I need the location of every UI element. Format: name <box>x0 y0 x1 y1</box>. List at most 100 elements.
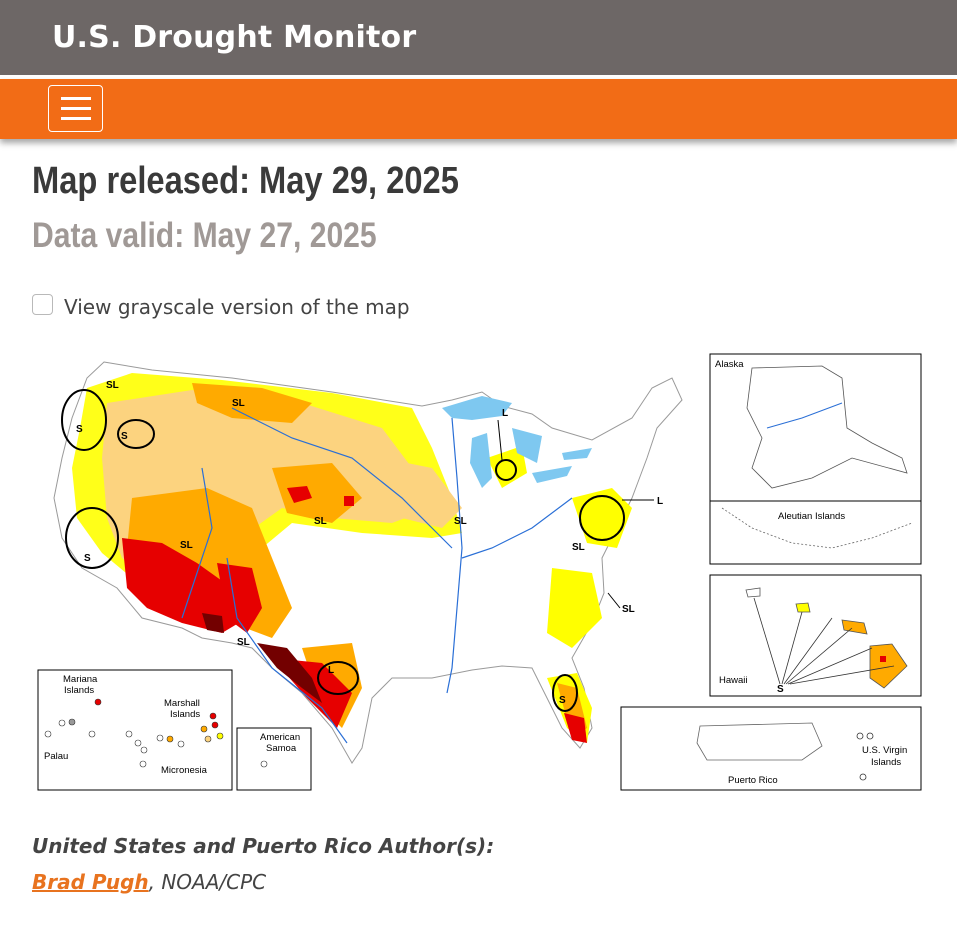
puerto-rico-outline <box>696 722 823 761</box>
impact-outline-oregon <box>117 419 155 449</box>
samoa-label: American <box>260 732 300 743</box>
d1-region-plains <box>382 458 462 528</box>
hawaii-leader <box>785 627 853 685</box>
impact-label: S <box>121 431 128 442</box>
rio-grande <box>226 557 348 744</box>
drought-map-graphic: SL SL S S SL SL SL S SL L L L SL SL S Al… <box>37 353 922 791</box>
d4-region-arizona <box>202 613 224 633</box>
impact-outline-michigan <box>495 459 517 481</box>
d3-region-wyoming <box>287 486 312 503</box>
mariana-label: Mariana <box>63 674 98 685</box>
hamburger-menu-icon-bar <box>61 117 91 120</box>
lake-ontario <box>562 448 592 460</box>
impact-label: L <box>328 665 334 676</box>
author-affiliation: , NOAA/CPC <box>148 870 267 894</box>
virgin-island-dot <box>859 773 867 781</box>
hawaii-leader <box>789 665 895 685</box>
impact-label: L <box>657 496 663 507</box>
drought-map[interactable]: SL SL S S SL SL SL S SL L L L SL SL S Al… <box>32 348 927 796</box>
impact-label: SL <box>622 604 635 615</box>
d3-region-southwest <box>122 538 247 633</box>
island-dot <box>156 734 164 742</box>
island-dot <box>209 712 217 720</box>
lake-superior <box>442 396 512 420</box>
samoa-label-2: Samoa <box>266 743 297 754</box>
island-dot <box>200 725 208 733</box>
island-dot <box>166 735 174 743</box>
impact-outline-florida <box>552 674 578 712</box>
alaska-label: Alaska <box>715 359 744 370</box>
impact-label: SL <box>572 542 585 553</box>
samoa-inset-frame <box>236 727 312 791</box>
d2-region-montana <box>192 383 312 423</box>
impact-label: SL <box>314 516 327 527</box>
island-dot <box>68 718 76 726</box>
virgin-islands-label: U.S. Virgin <box>862 745 907 756</box>
d3-region-nebraska <box>344 496 354 506</box>
mariana-label-2: Islands <box>64 685 94 696</box>
d0-region-southeast <box>547 568 602 648</box>
menu-toggle-button[interactable] <box>48 85 103 132</box>
impact-label: SL <box>106 380 119 391</box>
hawaii-leader <box>783 617 833 685</box>
virgin-islands-label-2: Islands <box>871 757 901 768</box>
alaska-inset-frame <box>709 353 922 565</box>
island-dot <box>216 732 224 740</box>
hawaii-d3 <box>880 656 886 662</box>
navbar <box>0 79 957 139</box>
hawaii-island-big <box>869 643 908 689</box>
impact-label: SL <box>237 637 250 648</box>
pacific-islands-inset-frame <box>37 669 233 791</box>
impact-label: L <box>502 408 508 419</box>
virgin-island-dot <box>856 732 864 740</box>
impact-label: SL <box>180 540 193 551</box>
author-link[interactable]: Brad Pugh <box>32 870 149 894</box>
marshall-label-2: Islands <box>170 709 200 720</box>
mississippi-river <box>446 417 463 694</box>
samoa-dot <box>260 760 268 768</box>
hamburger-menu-icon-bar <box>61 107 91 110</box>
lake-erie <box>532 466 572 483</box>
impact-label: S <box>777 684 784 695</box>
label-leader-line <box>497 419 503 461</box>
missouri-river <box>231 407 453 549</box>
site-header: U.S. Drought Monitor <box>0 0 957 75</box>
aleutian-label: Aleutian Islands <box>778 511 845 522</box>
header-divider <box>0 75 957 79</box>
hawaii-island-oahu <box>795 602 811 613</box>
impact-outline-texas <box>317 661 359 695</box>
map-released-date: Map released: May 29, 2025 <box>32 160 459 202</box>
data-valid-date: Data valid: May 27, 2025 <box>32 216 377 255</box>
island-dot <box>139 760 147 768</box>
impact-label: S <box>84 553 91 564</box>
puerto-rico-label: Puerto Rico <box>728 775 778 786</box>
island-dot <box>204 735 212 743</box>
island-dot <box>58 719 66 727</box>
grayscale-checkbox[interactable] <box>32 294 53 315</box>
hawaii-island-maui <box>841 619 868 635</box>
island-dot <box>140 746 148 754</box>
d2-region-plains <box>272 463 362 523</box>
label-leader-line <box>607 592 621 609</box>
marshall-label: Marshall <box>164 698 200 709</box>
hamburger-menu-icon <box>61 97 91 100</box>
island-dot <box>44 730 52 738</box>
colorado-river <box>181 467 213 619</box>
impact-outline-washington <box>61 389 107 451</box>
impact-outline-california <box>65 507 119 569</box>
grayscale-label[interactable]: View grayscale version of the map <box>64 295 410 319</box>
d4-region-texas <box>257 643 322 703</box>
site-title[interactable]: U.S. Drought Monitor <box>52 20 417 55</box>
impact-label: SL <box>454 516 467 527</box>
hawaii-label: Hawaii <box>719 675 748 686</box>
micronesia-label: Micronesia <box>161 765 208 776</box>
alaska-outline <box>746 365 908 489</box>
virgin-island-dot <box>866 732 874 740</box>
authors-heading: United States and Puerto Rico Author(s): <box>32 834 495 858</box>
hawaii-island-kauai <box>745 587 761 598</box>
hawaii-leader <box>781 611 803 685</box>
d0-region-michigan <box>487 446 527 488</box>
impact-label: S <box>76 424 83 435</box>
impact-label: S <box>559 695 566 706</box>
island-dot <box>125 730 133 738</box>
